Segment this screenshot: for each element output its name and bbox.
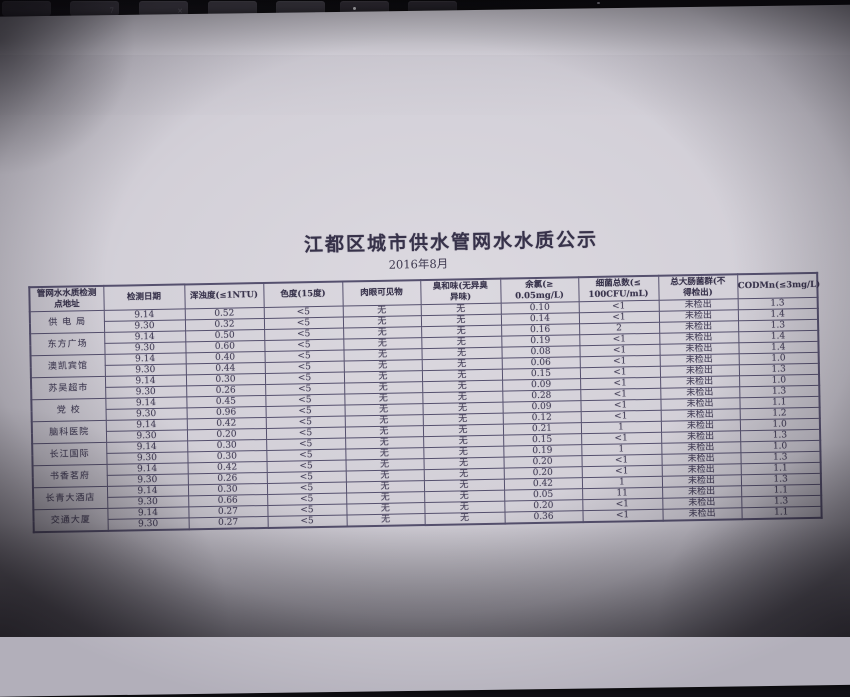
location-cell: 脑科医院 — [31, 420, 107, 444]
value-cell: 无 — [424, 512, 505, 526]
location-cell: 苏吴超市 — [30, 376, 106, 400]
location-cell: 党 校 — [31, 398, 106, 422]
location-cell: 书香茗府 — [32, 464, 107, 488]
value-cell: <5 — [267, 515, 347, 528]
keyboard-key: 7 — [70, 1, 119, 16]
col-header-9: CODMn(≤3mg/L) — [737, 272, 820, 299]
location-cell: 供 电 局 — [29, 310, 105, 334]
paper-shade — [0, 55, 850, 115]
value-cell: 0.36 — [504, 510, 583, 524]
value-cell: 0.27 — [188, 516, 268, 530]
location-cell: 东方广场 — [30, 332, 105, 356]
location-cell: 澳凯宾馆 — [30, 354, 105, 378]
value-cell: 无 — [346, 513, 425, 527]
keyboard-key — [2, 1, 51, 16]
col-header-7: 细菌总数(≤ 100CFU/mL) — [578, 275, 659, 302]
location-cell: 长江国际 — [32, 442, 107, 466]
col-header-2: 浑浊度(≤1NTU) — [184, 282, 264, 309]
value-cell: <1 — [582, 509, 663, 523]
col-header-8: 总大肠菌群(不 得检出) — [658, 274, 738, 301]
value-cell: 1.1 — [741, 506, 822, 520]
col-header-4: 肉眼可见物 — [342, 280, 421, 307]
col-header-6: 余氯(≥ 0.05mg/L) — [500, 277, 579, 304]
location-cell: 交通大厦 — [33, 508, 108, 533]
printed-content: 江都区城市供水管网水水质公示 2016年8月 管网水水质检测 点地址 检测日期 浑浊… — [27, 221, 827, 534]
date-cell: 9.30 — [107, 517, 189, 531]
gray-speck — [597, 2, 600, 4]
location-cell: 长青大酒店 — [32, 486, 108, 510]
water-quality-table: 管网水水质检测 点地址 检测日期 浑浊度(≤1NTU) 色度(15度) 肉眼可见物 臭和味… — [28, 271, 823, 534]
bright-speck — [353, 7, 356, 10]
col-header-0: 管网水水质检测 点地址 — [29, 285, 104, 312]
col-header-3: 色度(15度) — [263, 281, 343, 308]
value-cell: 未检出 — [662, 507, 742, 521]
col-header-5: 臭和味(无异臭 异味) — [420, 278, 501, 305]
col-header-1: 检测日期 — [103, 284, 185, 311]
